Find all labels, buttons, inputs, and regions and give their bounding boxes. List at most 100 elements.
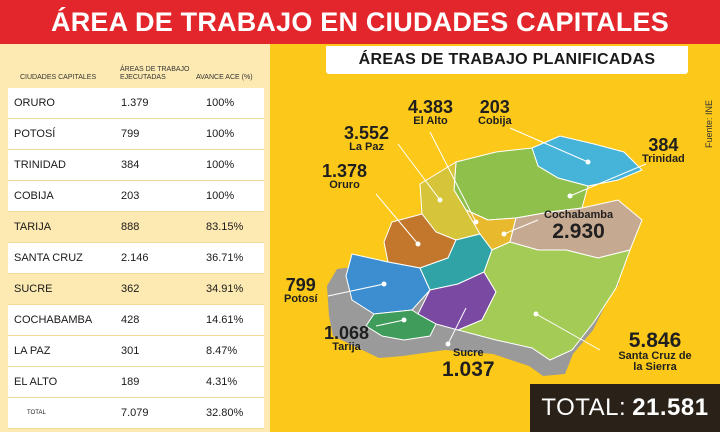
leader-dot-santa-cruz bbox=[533, 311, 539, 317]
leader-dot-la-paz bbox=[437, 197, 443, 203]
leader-sucre bbox=[447, 307, 467, 345]
row-executed: 1.379 bbox=[121, 97, 149, 109]
row-executed: 203 bbox=[121, 190, 140, 202]
label-name: Cobija bbox=[478, 115, 512, 127]
label-name: Tarija bbox=[332, 341, 361, 353]
leader-cobija bbox=[509, 127, 589, 163]
row-advance: 14.61% bbox=[206, 314, 244, 326]
leader-dot-tarija bbox=[401, 317, 407, 323]
label-santa-cruz: 5.846 Santa Cruz de la Sierra bbox=[618, 330, 692, 373]
leader-dot-cobija bbox=[585, 159, 591, 165]
leader-dot-cochabamba bbox=[501, 231, 507, 237]
row-city: TARIJA bbox=[14, 221, 52, 233]
leader-la-paz bbox=[397, 143, 441, 201]
row-executed: 362 bbox=[121, 283, 140, 295]
label-oruro: 1.378 Oruro bbox=[322, 162, 367, 191]
table-panel: CIUDADES CAPITALES ÁREAS DE TRABAJO EJEC… bbox=[0, 44, 270, 432]
map-subtitle: ÁREAS DE TRABAJO PLANIFICADAS bbox=[326, 46, 688, 74]
row-executed: 7.079 bbox=[121, 407, 149, 419]
table-row: SANTA CRUZ 2.146 36.71% bbox=[8, 243, 264, 274]
row-city: SANTA CRUZ bbox=[14, 252, 83, 264]
label-value: 4.383 bbox=[408, 97, 454, 117]
label-la-paz: 3.552 La Paz bbox=[344, 124, 389, 153]
table-body: ORURO 1.379 100% POTOSÍ 799 100% TRINIDA… bbox=[8, 88, 264, 429]
label-value: 203 bbox=[479, 97, 510, 117]
region-tarija bbox=[365, 309, 437, 341]
label-value: 2.930 bbox=[552, 220, 605, 243]
row-city: SUCRE bbox=[14, 283, 53, 295]
leader-santa-cruz bbox=[535, 313, 601, 351]
table-row: COCHABAMBA 428 14.61% bbox=[8, 305, 264, 336]
label-el-alto: 4.383 El Alto bbox=[408, 98, 453, 127]
leader-potosi bbox=[327, 283, 385, 297]
row-city: COCHABAMBA bbox=[14, 314, 93, 326]
bolivia-map bbox=[327, 127, 647, 376]
row-advance: 34.91% bbox=[206, 283, 244, 295]
label-value: 1.037 bbox=[442, 358, 495, 381]
row-city: COBIJA bbox=[14, 190, 54, 202]
row-city: TRINIDAD bbox=[14, 159, 66, 171]
row-executed: 428 bbox=[121, 314, 140, 326]
label-cobija: 203 Cobija bbox=[478, 98, 512, 127]
table-row: ORURO 1.379 100% bbox=[8, 88, 264, 119]
row-advance: 36.71% bbox=[206, 252, 244, 264]
label-cochabamba: Cochabamba 2.930 bbox=[544, 210, 613, 243]
row-city: POTOSÍ bbox=[14, 128, 56, 140]
table-row: POTOSÍ 799 100% bbox=[8, 119, 264, 150]
row-city: LA PAZ bbox=[14, 345, 51, 357]
col-header-executed: ÁREAS DE TRABAJO EJECUTADAS bbox=[120, 66, 190, 81]
row-executed: 189 bbox=[121, 376, 140, 388]
leader-dot-el-alto bbox=[473, 219, 479, 225]
row-advance: 100% bbox=[206, 159, 235, 171]
table-row: LA PAZ 301 8.47% bbox=[8, 336, 264, 367]
row-city: ORURO bbox=[14, 97, 55, 109]
table-row: EL ALTO 189 4.31% bbox=[8, 367, 264, 398]
label-value: 3.552 bbox=[344, 123, 390, 143]
table-row: TARIJA 888 83.15% bbox=[8, 212, 264, 243]
row-city: TOTAL bbox=[27, 410, 46, 416]
leader-dot-oruro bbox=[415, 241, 421, 247]
table-row: SUCRE 362 34.91% bbox=[8, 274, 264, 305]
total-box: TOTAL: 21.581 bbox=[530, 384, 720, 432]
row-executed: 799 bbox=[121, 128, 140, 140]
table-row: TRINIDAD 384 100% bbox=[8, 150, 264, 181]
label-name: El Alto bbox=[413, 115, 448, 127]
label-tarija: 1.068 Tarija bbox=[324, 324, 369, 353]
row-city: EL ALTO bbox=[14, 376, 58, 388]
label-value: 1.378 bbox=[322, 161, 368, 181]
label-name: Trinidad bbox=[642, 153, 685, 165]
label-name: Sucre bbox=[452, 347, 484, 359]
label-trinidad: 384 Trinidad bbox=[642, 136, 685, 165]
row-advance: 83.15% bbox=[206, 221, 244, 233]
leader-dot-potosi bbox=[381, 281, 387, 287]
leader-dot-trinidad bbox=[567, 193, 573, 199]
region-santa-cruz bbox=[456, 241, 631, 361]
row-advance: 100% bbox=[206, 190, 235, 202]
leader-cochabamba bbox=[503, 219, 539, 235]
col-header-city: CIUDADES CAPITALES bbox=[20, 74, 97, 81]
total-value: 21.581 bbox=[632, 394, 709, 421]
label-potosi: 799 Potosí bbox=[284, 276, 318, 305]
map-panel: ÁREAS DE TRABAJO PLANIFICADAS Fuente: IN… bbox=[270, 44, 720, 432]
label-sucre: Sucre 1.037 bbox=[442, 347, 495, 381]
table-total-row: TOTAL 7.079 32.80% bbox=[8, 398, 264, 429]
row-advance: 32.80% bbox=[206, 407, 244, 419]
label-value: 5.846 bbox=[628, 329, 682, 352]
label-value: 799 bbox=[285, 275, 316, 295]
col-header-advance: AVANCE ACE (%) bbox=[196, 74, 253, 81]
row-advance: 8.47% bbox=[206, 345, 238, 357]
row-advance: 4.31% bbox=[206, 376, 238, 388]
label-name: Potosí bbox=[284, 293, 318, 305]
label-value: 384 bbox=[648, 135, 679, 155]
leader-oruro bbox=[375, 193, 419, 245]
label-value: 1.068 bbox=[324, 323, 370, 343]
page-title: ÁREA DE TRABAJO EN CIUDADES CAPITALES bbox=[0, 0, 720, 44]
row-executed: 384 bbox=[121, 159, 140, 171]
leader-dot-sucre bbox=[445, 341, 451, 347]
row-advance: 100% bbox=[206, 97, 235, 109]
table-header: CIUDADES CAPITALES ÁREAS DE TRABAJO EJEC… bbox=[8, 66, 264, 96]
table-row: COBIJA 203 100% bbox=[8, 181, 264, 212]
leader-tarija bbox=[375, 319, 405, 327]
label-name: La Paz bbox=[349, 141, 384, 153]
label-name: Santa Cruz de la Sierra bbox=[618, 350, 692, 373]
